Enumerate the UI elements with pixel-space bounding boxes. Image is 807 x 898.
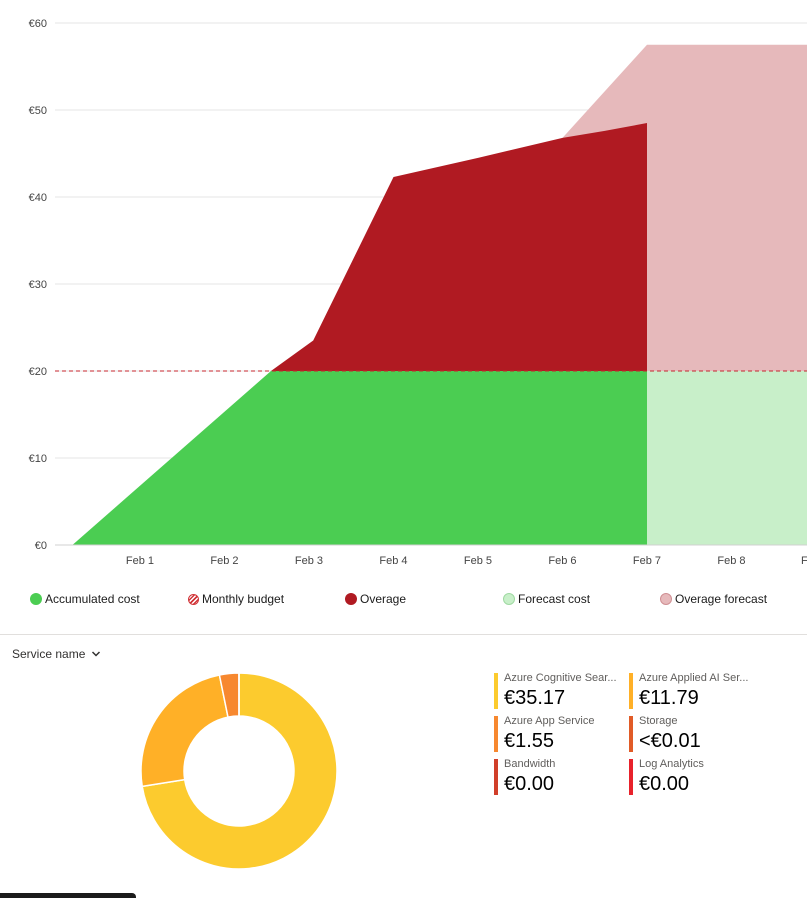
accumulated-cost-area (72, 371, 647, 545)
x-tick-label: Feb 8 (717, 555, 745, 567)
legend-overage-forecast[interactable]: Overage forecast (660, 592, 767, 606)
y-tick-label: €10 (29, 453, 47, 465)
taskbar-fragment (0, 893, 136, 898)
chart-legend: Accumulated cost Monthly budget Overage … (0, 592, 807, 610)
cost-area-chart: €0 €10 €20 €30 €40 €50 €60 Feb 1 Feb 2 Feb 3 Feb 4… (29, 18, 807, 567)
y-tick-label: €20 (29, 366, 47, 378)
legend-forecast-cost[interactable]: Forecast cost (503, 592, 590, 606)
service-cost: €35.17 (504, 687, 566, 709)
group-by-label: Service name (12, 647, 86, 661)
legend-accumulated-cost[interactable]: Accumulated cost (30, 592, 140, 606)
donut-slice[interactable] (140, 674, 229, 788)
service-cost: <€0.01 (639, 730, 701, 752)
x-tick-label: Feb 7 (633, 555, 661, 567)
overage-area (270, 123, 647, 371)
service-donut-chart (140, 672, 338, 870)
service-name: Bandwidth (504, 758, 556, 770)
legend-dot-icon (30, 593, 42, 605)
y-tick-label: €30 (29, 279, 47, 291)
group-by-dropdown[interactable]: Service name (12, 647, 101, 661)
service-cost: €0.00 (639, 773, 690, 795)
service-name: Azure Applied AI Ser... (639, 672, 749, 684)
service-item-bandwidth[interactable]: Bandwidth €0.00 (494, 758, 624, 796)
y-tick-label: €40 (29, 192, 47, 204)
legend-dot-icon (660, 593, 672, 605)
x-tick-label: F (801, 555, 807, 567)
hatch-icon (188, 593, 199, 605)
y-tick-label: €0 (35, 540, 47, 552)
service-item-cognitive-search[interactable]: Azure Cognitive Sear... €35.17 (494, 672, 624, 710)
section-divider (0, 634, 807, 635)
x-tick-label: Feb 6 (548, 555, 576, 567)
legend-label: Accumulated cost (45, 592, 140, 606)
service-color-bar (629, 716, 633, 752)
x-tick-label: Feb 4 (379, 555, 407, 567)
chevron-down-icon (92, 651, 101, 657)
x-tick-label: Feb 1 (126, 555, 154, 567)
y-tick-label: €60 (29, 18, 47, 30)
donut-slice[interactable] (141, 672, 338, 870)
legend-monthly-budget[interactable]: Monthly budget (188, 592, 284, 606)
service-color-bar (629, 759, 633, 795)
legend-label: Forecast cost (518, 592, 591, 606)
service-color-bar (494, 673, 498, 709)
service-item-app-service[interactable]: Azure App Service €1.55 (494, 715, 624, 753)
x-tick-label: Feb 2 (210, 555, 238, 567)
service-name: Azure App Service (504, 715, 595, 727)
service-name: Storage (639, 715, 678, 727)
service-cost: €11.79 (639, 687, 699, 709)
legend-label: Overage forecast (675, 592, 768, 606)
service-name: Log Analytics (639, 758, 704, 770)
legend-dot-icon (345, 593, 357, 605)
service-color-bar (494, 759, 498, 795)
legend-label: Overage (360, 592, 407, 606)
legend-dot-icon (503, 593, 515, 605)
service-color-bar (629, 673, 633, 709)
service-item-storage[interactable]: Storage <€0.01 (629, 715, 759, 753)
x-tick-label: Feb 5 (464, 555, 492, 567)
legend-overage[interactable]: Overage (345, 592, 406, 606)
x-tick-label: Feb 3 (295, 555, 323, 567)
service-color-bar (494, 716, 498, 752)
service-cost: €0.00 (504, 773, 555, 795)
service-name: Azure Cognitive Sear... (504, 672, 617, 684)
service-item-applied-ai[interactable]: Azure Applied AI Ser... €11.79 (629, 672, 759, 710)
forecast-cost-area (647, 371, 807, 545)
service-cost: €1.55 (504, 730, 555, 752)
service-item-log-analytics[interactable]: Log Analytics €0.00 (629, 758, 759, 796)
y-tick-label: €50 (29, 105, 47, 117)
legend-label: Monthly budget (202, 592, 285, 606)
